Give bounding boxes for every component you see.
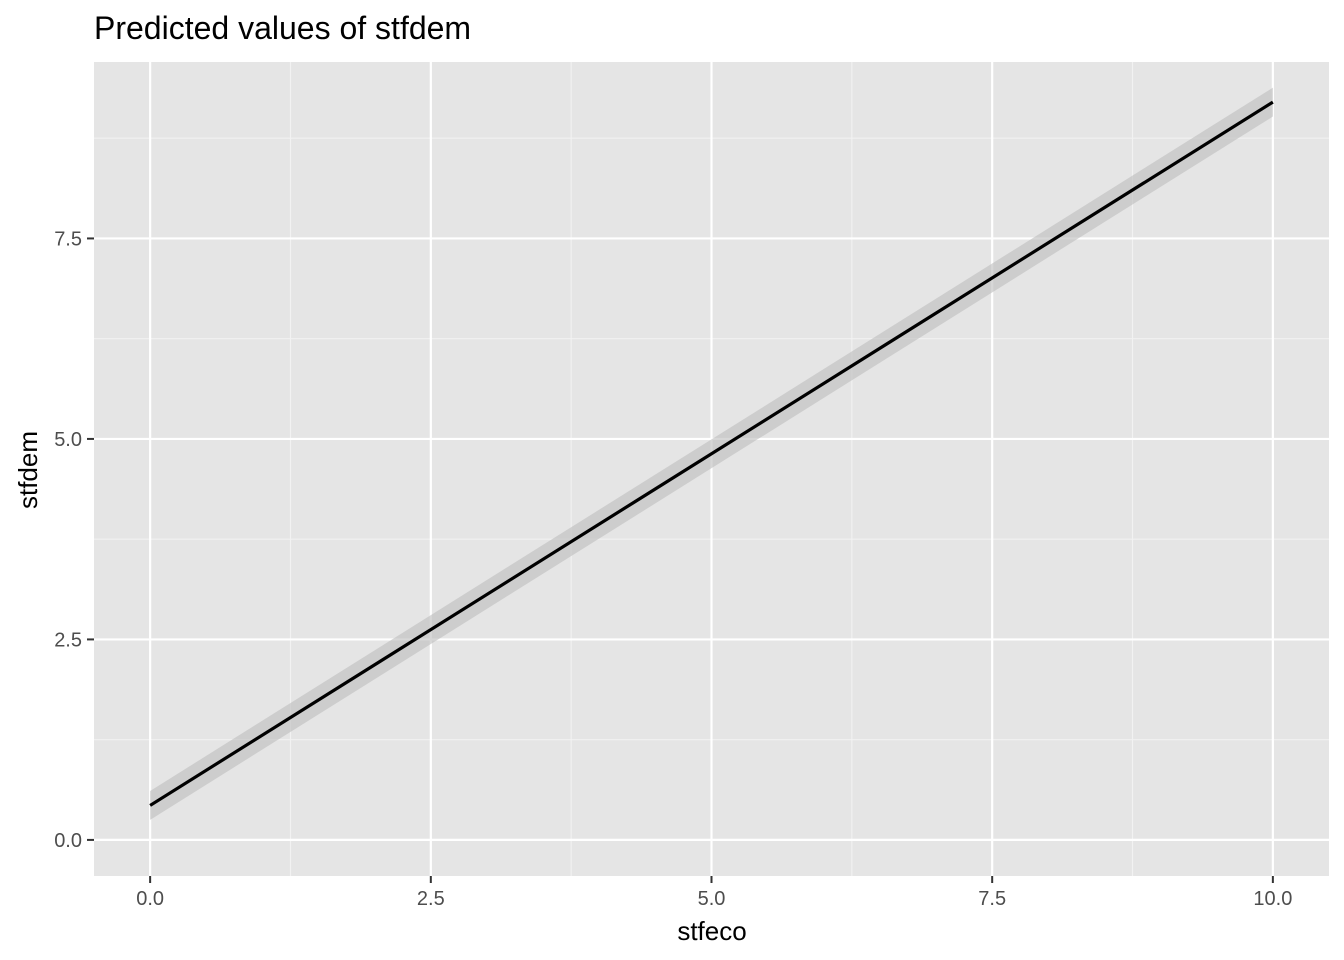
series-line (149, 100, 1274, 807)
x-tick-label: 10.0 (1253, 888, 1292, 910)
x-tick-label: 0.0 (136, 888, 164, 910)
y-tick-label: 7.5 (54, 228, 82, 250)
y-tick-label: 2.5 (54, 629, 82, 651)
y-tick-label: 5.0 (54, 429, 82, 451)
plot-area: 0.0 2.5 5.0 7.5 10.0 0.0 2.5 5.0 7.5 (54, 62, 1329, 910)
chart-title: Predicted values of stfdem (94, 10, 471, 46)
y-axis-title: stfdem (13, 431, 43, 509)
x-tick-label: 5.0 (698, 888, 726, 910)
x-axis-title: stfeco (677, 916, 746, 946)
y-tick-label: 0.0 (54, 830, 82, 852)
x-tick-label: 2.5 (417, 888, 445, 910)
x-tick-label: 7.5 (978, 888, 1006, 910)
